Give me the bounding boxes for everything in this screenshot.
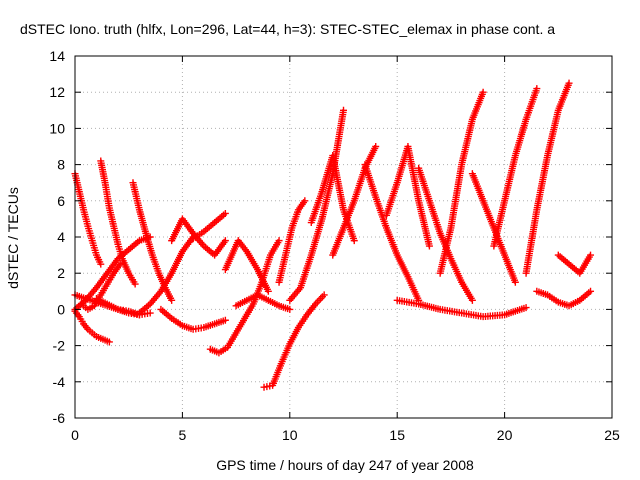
data-series bbox=[135, 233, 197, 317]
x-axis-label: GPS time / hours of day 247 of year 2008 bbox=[216, 457, 474, 473]
data-series bbox=[71, 307, 113, 346]
data-point bbox=[587, 287, 595, 295]
data-point bbox=[97, 260, 105, 268]
y-tick-label: 2 bbox=[57, 265, 65, 281]
data-series bbox=[232, 291, 294, 313]
data-point bbox=[350, 237, 358, 245]
data-series bbox=[393, 296, 530, 321]
y-tick-label: 14 bbox=[49, 48, 65, 64]
data-point bbox=[168, 296, 176, 304]
x-tick-label: 20 bbox=[497, 427, 513, 443]
data-series bbox=[382, 143, 433, 250]
data-point bbox=[286, 305, 294, 313]
data-point bbox=[301, 197, 309, 205]
data-series bbox=[533, 287, 595, 310]
data-point bbox=[533, 85, 541, 93]
data-point bbox=[372, 143, 380, 150]
data-series bbox=[436, 88, 487, 277]
y-tick-label: 10 bbox=[49, 120, 65, 136]
data-series bbox=[92, 295, 154, 319]
chart-title: dSTEC Iono. truth (hlfx, Lon=296, Lat=44… bbox=[20, 21, 555, 37]
data-series bbox=[554, 251, 595, 277]
data-point bbox=[320, 291, 328, 299]
data-series bbox=[415, 164, 476, 304]
data-series bbox=[468, 170, 519, 286]
data-point bbox=[468, 296, 476, 304]
axis-ticks bbox=[74, 55, 613, 419]
x-tick-label: 25 bbox=[604, 427, 620, 443]
tick-labels: 0 5 10 15 20 25 -6 -4 -2 0 2 4 6 8 10 12 14 bbox=[49, 48, 620, 443]
y-tick-label: 12 bbox=[49, 84, 65, 100]
data-series bbox=[97, 157, 139, 288]
x-tick-label: 5 bbox=[179, 427, 187, 443]
x-tick-label: 15 bbox=[389, 427, 405, 443]
y-tick-label: 0 bbox=[57, 301, 65, 317]
data-point bbox=[565, 79, 573, 87]
y-tick-label: -4 bbox=[53, 374, 66, 390]
data-point bbox=[275, 237, 283, 245]
y-tick-label: 4 bbox=[57, 229, 65, 245]
data-point bbox=[522, 304, 530, 312]
data-series bbox=[157, 305, 229, 333]
data-series-layer bbox=[71, 79, 595, 391]
data-point bbox=[105, 338, 113, 346]
data-series bbox=[260, 291, 328, 391]
data-point bbox=[587, 251, 595, 259]
data-point bbox=[131, 280, 139, 288]
data-series bbox=[206, 237, 283, 357]
data-point bbox=[221, 237, 229, 245]
y-tick-label: -2 bbox=[53, 338, 66, 354]
data-point bbox=[146, 309, 154, 317]
x-tick-label: 10 bbox=[282, 427, 298, 443]
y-axis-label: dSTEC / TECUs bbox=[5, 187, 21, 289]
y-tick-label: 6 bbox=[57, 193, 65, 209]
y-tick-label: 8 bbox=[57, 157, 65, 173]
data-series bbox=[221, 237, 272, 295]
data-series bbox=[361, 161, 423, 304]
data-series bbox=[490, 85, 541, 250]
data-point bbox=[340, 106, 347, 114]
data-series bbox=[71, 170, 105, 268]
data-series bbox=[189, 209, 229, 243]
x-tick-label: 0 bbox=[71, 427, 79, 443]
data-point bbox=[221, 209, 229, 217]
data-series bbox=[286, 106, 347, 304]
data-point bbox=[221, 316, 229, 324]
data-point bbox=[116, 260, 124, 268]
data-series bbox=[275, 197, 309, 286]
y-tick-label: -6 bbox=[53, 410, 66, 426]
data-series bbox=[522, 79, 573, 277]
data-point bbox=[511, 278, 519, 286]
data-point bbox=[264, 287, 272, 295]
data-series bbox=[307, 152, 358, 245]
data-point bbox=[425, 242, 433, 250]
data-point bbox=[479, 88, 487, 96]
